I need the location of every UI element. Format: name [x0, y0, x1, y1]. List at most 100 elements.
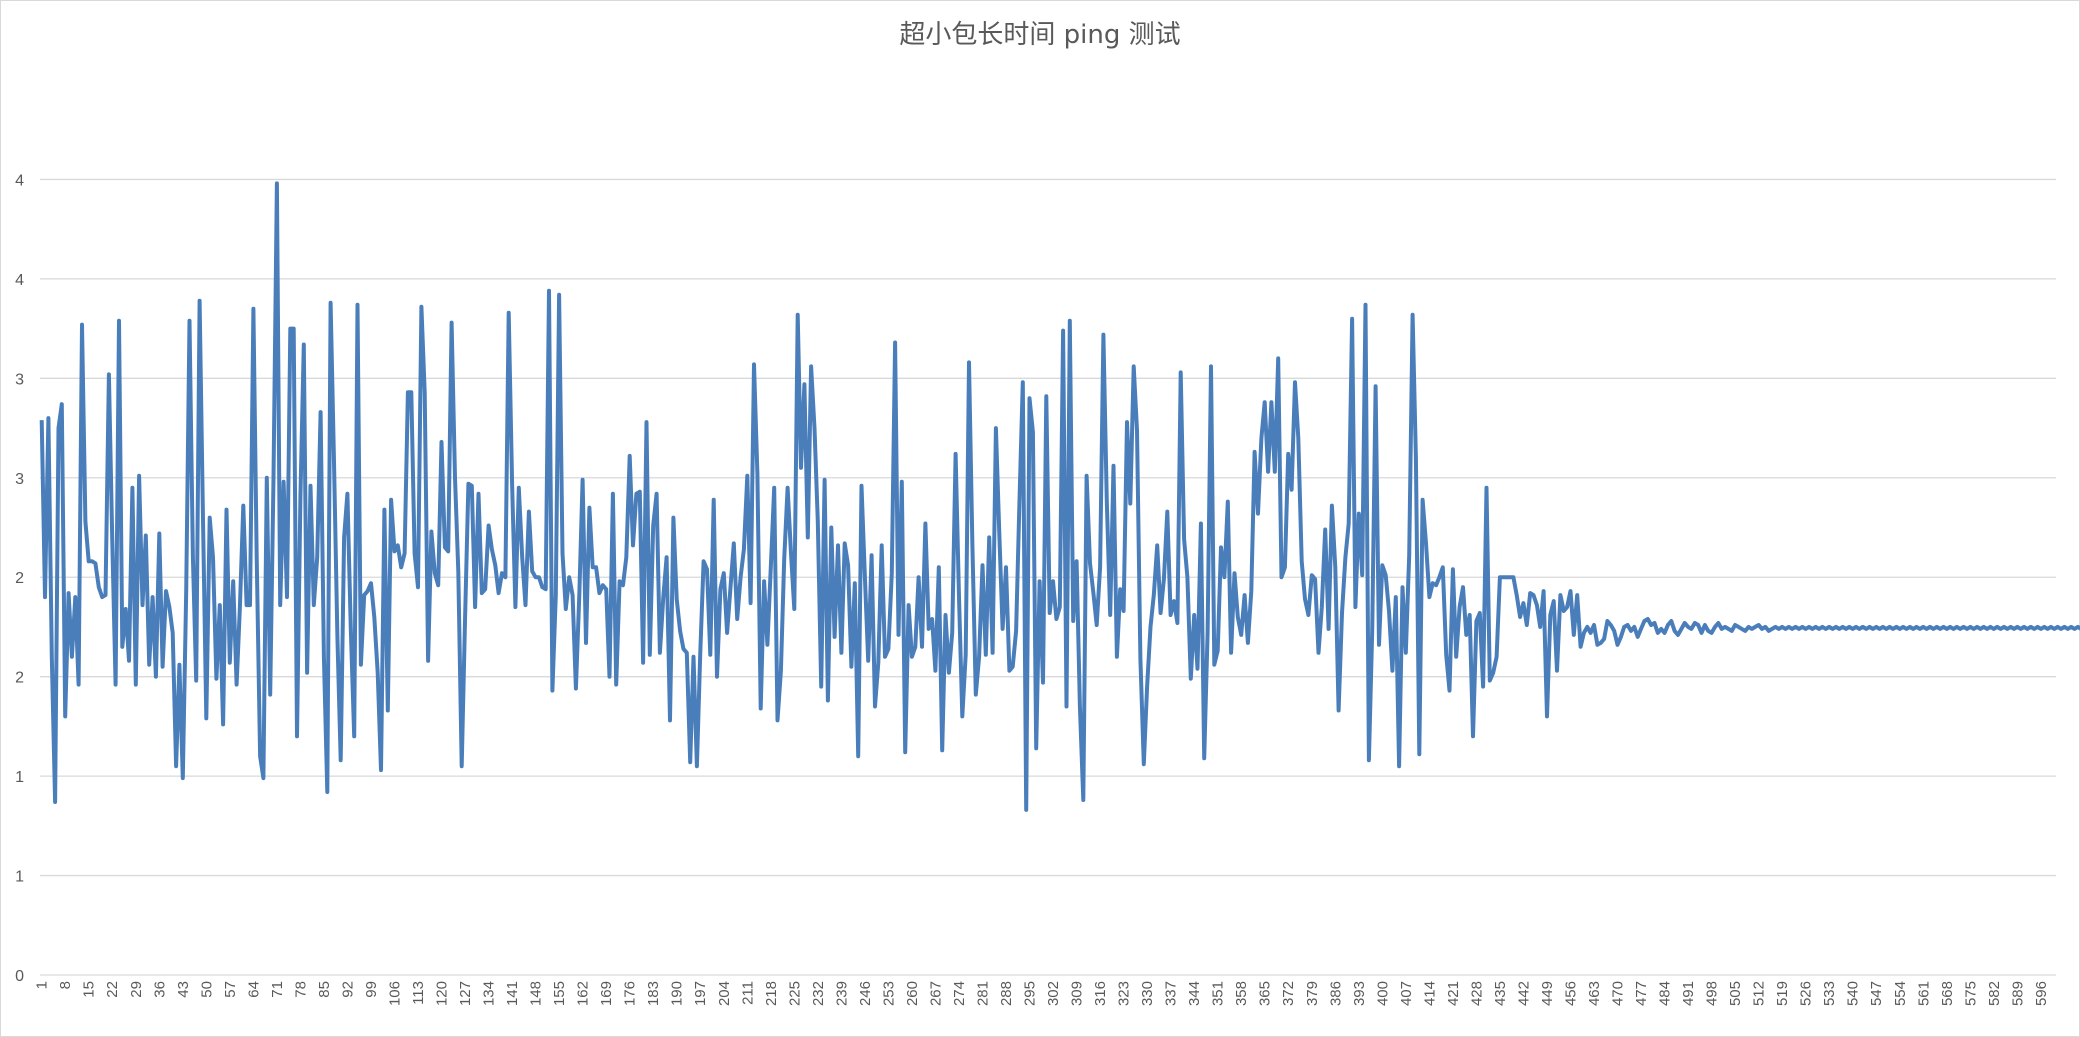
x-tick-label: 204 [716, 981, 733, 1006]
x-tick-label: 92 [339, 981, 356, 998]
y-tick-label: 3 [15, 471, 24, 488]
x-tick-label: 484 [1657, 981, 1674, 1006]
x-tick-label: 176 [622, 981, 639, 1006]
x-tick-label: 302 [1045, 981, 1062, 1006]
x-tick-label: 127 [457, 981, 474, 1006]
x-tick-label: 155 [551, 981, 568, 1006]
x-tick-label: 379 [1304, 981, 1321, 1006]
x-tick-label: 561 [1915, 981, 1932, 1006]
x-tick-label: 582 [1986, 981, 2003, 1006]
x-tick-label: 540 [1845, 981, 1862, 1006]
x-tick-label: 491 [1680, 981, 1697, 1006]
x-tick-label: 316 [1092, 981, 1109, 1006]
series-line-ping [39, 181, 2080, 812]
x-tick-label: 372 [1280, 981, 1297, 1006]
x-tick-label: 309 [1069, 981, 1086, 1006]
x-tick-label: 568 [1939, 981, 1956, 1006]
x-tick-label: 421 [1445, 981, 1462, 1006]
x-tick-label: 288 [998, 981, 1015, 1006]
x-tick-label: 533 [1821, 981, 1838, 1006]
y-tick-label: 0 [15, 968, 24, 985]
y-tick-label: 3 [15, 371, 24, 388]
x-tick-label: 505 [1727, 981, 1744, 1006]
x-tick-label: 253 [880, 981, 897, 1006]
x-tick-label: 99 [363, 981, 380, 998]
x-tick-label: 547 [1868, 981, 1885, 1006]
x-tick-label: 414 [1421, 981, 1438, 1006]
x-tick-label: 57 [222, 981, 239, 998]
x-tick-label: 519 [1774, 981, 1791, 1006]
x-tick-label: 141 [504, 981, 521, 1006]
x-tick-label: 197 [692, 981, 709, 1006]
x-tick-label: 386 [1327, 981, 1344, 1006]
x-tick-label: 246 [857, 981, 874, 1006]
x-tick-label: 323 [1116, 981, 1133, 1006]
x-tick-label: 526 [1798, 981, 1815, 1006]
x-tick-label: 358 [1233, 981, 1250, 1006]
x-tick-label: 435 [1492, 981, 1509, 1006]
y-tick-label: 2 [15, 670, 24, 687]
x-tick-label: 148 [528, 981, 545, 1006]
x-tick-label: 106 [386, 981, 403, 1006]
x-tick-label: 295 [1022, 981, 1039, 1006]
x-tick-label: 211 [739, 981, 756, 1005]
x-tick-label: 477 [1633, 981, 1650, 1006]
x-tick-label: 71 [269, 981, 286, 998]
x-tick-label: 330 [1139, 981, 1156, 1006]
y-tick-label: 1 [15, 869, 24, 886]
x-tick-label: 22 [104, 981, 121, 998]
x-tick-label: 428 [1468, 981, 1485, 1006]
x-tick-label: 575 [1962, 981, 1979, 1006]
x-tick-label: 365 [1257, 981, 1274, 1006]
x-tick-label: 183 [645, 981, 662, 1006]
x-tick-label: 442 [1515, 981, 1532, 1006]
x-tick-label: 274 [951, 981, 968, 1006]
x-tick-label: 456 [1562, 981, 1579, 1006]
x-axis-ticks: 1 8 15 22 29 36 43 50 57 64 71 78 85 92 99 106 113 120 127… [34, 981, 2050, 1006]
chart-title: 超小包长时间 ping 测试 [899, 20, 1181, 50]
x-tick-label: 78 [292, 981, 309, 998]
x-tick-label: 15 [81, 981, 98, 998]
x-tick-label: 113 [410, 981, 427, 1005]
x-tick-label: 260 [904, 981, 921, 1006]
x-tick-label: 589 [2009, 981, 2026, 1006]
y-tick-label: 4 [15, 272, 24, 289]
x-tick-label: 267 [927, 981, 944, 1006]
x-tick-label: 225 [786, 981, 803, 1006]
x-tick-label: 407 [1398, 981, 1415, 1006]
x-tick-label: 512 [1751, 981, 1768, 1006]
x-tick-label: 400 [1374, 981, 1391, 1006]
x-tick-label: 134 [481, 981, 498, 1006]
x-tick-label: 8 [57, 981, 74, 989]
x-tick-label: 29 [128, 981, 145, 998]
x-tick-label: 218 [763, 981, 780, 1006]
series-layer [39, 181, 2080, 812]
x-tick-label: 498 [1704, 981, 1721, 1006]
x-tick-label: 344 [1186, 981, 1203, 1006]
x-tick-label: 351 [1210, 981, 1227, 1006]
x-tick-label: 120 [434, 981, 451, 1006]
x-tick-label: 36 [151, 981, 168, 998]
y-tick-label: 4 [15, 172, 24, 189]
y-axis-ticks: 0 1 1 2 2 3 3 4 4 [15, 172, 24, 985]
x-tick-label: 596 [2033, 981, 2050, 1006]
x-tick-label: 393 [1351, 981, 1368, 1006]
x-tick-label: 50 [198, 981, 215, 998]
x-tick-label: 64 [245, 981, 262, 998]
x-tick-label: 463 [1586, 981, 1603, 1006]
y-tick-label: 1 [15, 769, 24, 786]
x-tick-label: 169 [598, 981, 615, 1006]
x-tick-label: 190 [669, 981, 686, 1006]
x-tick-label: 239 [833, 981, 850, 1006]
x-tick-label: 85 [316, 981, 333, 998]
x-tick-label: 162 [575, 981, 592, 1006]
x-tick-label: 337 [1163, 981, 1180, 1006]
x-tick-label: 449 [1539, 981, 1556, 1006]
x-tick-label: 43 [175, 981, 192, 998]
x-tick-label: 470 [1610, 981, 1627, 1006]
x-tick-label: 554 [1892, 981, 1909, 1006]
x-tick-label: 281 [974, 981, 991, 1006]
x-tick-label: 1 [34, 981, 51, 989]
x-tick-label: 232 [810, 981, 827, 1006]
